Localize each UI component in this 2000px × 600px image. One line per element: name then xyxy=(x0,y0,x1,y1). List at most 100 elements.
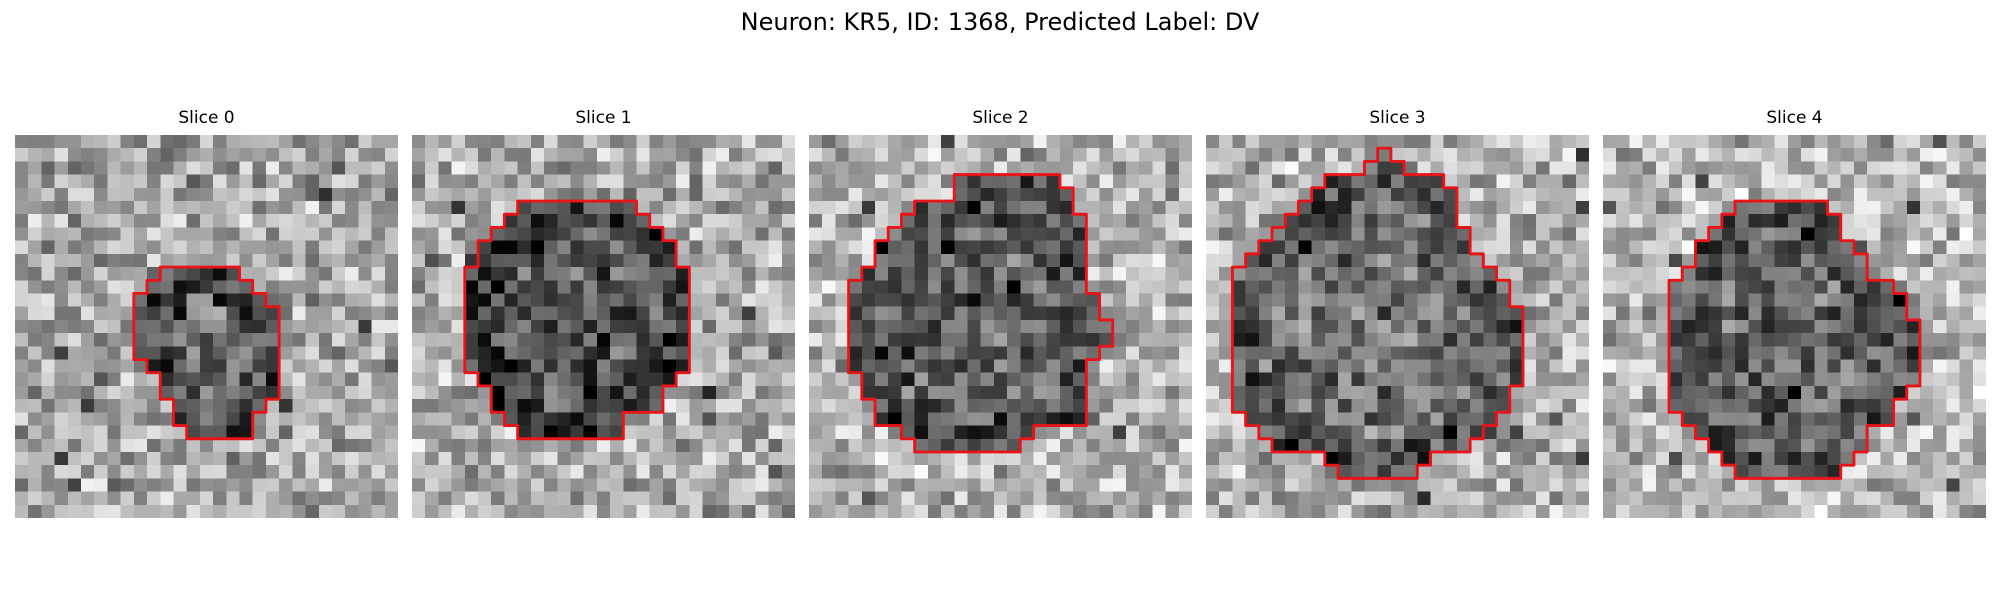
pixel-cell xyxy=(1298,161,1312,175)
pixel-cell xyxy=(67,359,82,373)
pixel-cell xyxy=(676,412,690,426)
pixel-cell xyxy=(980,399,995,413)
pixel-cell xyxy=(1536,451,1550,466)
pixel-cell xyxy=(120,465,135,479)
pixel-cell xyxy=(768,306,783,321)
pixel-cell xyxy=(226,135,240,149)
pixel-cell xyxy=(1893,174,1908,189)
pixel-cell xyxy=(1232,280,1246,294)
pixel-cell xyxy=(1814,293,1828,307)
pixel-cell xyxy=(1046,412,1061,426)
pixel-cell xyxy=(120,267,135,281)
pixel-cell xyxy=(967,161,981,175)
pixel-cell xyxy=(649,359,664,373)
pixel-cell xyxy=(41,372,55,387)
pixel-cell xyxy=(1906,491,1921,506)
pixel-cell xyxy=(1417,491,1431,506)
pixel-cell xyxy=(835,491,849,506)
pixel-cell xyxy=(1456,319,1471,334)
pixel-cell xyxy=(1959,148,1974,162)
pixel-cell xyxy=(425,240,439,255)
pixel-cell xyxy=(186,240,201,255)
pixel-cell xyxy=(147,227,161,241)
pixel-cell xyxy=(186,385,201,400)
pixel-cell xyxy=(1748,372,1762,387)
pixel-cell xyxy=(1033,478,1047,492)
pixel-cell xyxy=(1655,504,1670,518)
pixel-cell xyxy=(438,161,452,175)
pixel-cell xyxy=(1946,504,1960,518)
pixel-cell xyxy=(1165,240,1180,255)
pixel-cell xyxy=(1470,491,1484,506)
pixel-cell xyxy=(1906,451,1921,466)
pixel-cell xyxy=(914,280,929,294)
pixel-cell xyxy=(662,293,677,307)
pixel-cell xyxy=(544,280,558,294)
pixel-cell xyxy=(927,385,942,400)
pixel-cell xyxy=(239,293,253,307)
pixel-cell xyxy=(1178,425,1192,440)
pixel-cell xyxy=(768,280,783,294)
pixel-cell xyxy=(94,253,108,268)
pixel-cell xyxy=(345,201,359,215)
pixel-cell xyxy=(1536,319,1550,334)
pixel-cell xyxy=(689,227,703,241)
pixel-cell xyxy=(292,385,306,400)
pixel-cell xyxy=(1443,187,1458,202)
pixel-cell xyxy=(1206,293,1220,307)
pixel-cell xyxy=(570,306,584,321)
pixel-cell xyxy=(425,478,439,492)
pixel-cell xyxy=(557,227,571,241)
pixel-cell xyxy=(610,293,624,307)
pixel-cell xyxy=(1761,451,1775,466)
pixel-cell xyxy=(662,319,677,334)
pixel-cell xyxy=(835,174,849,189)
pixel-cell xyxy=(1404,372,1418,387)
pixel-cell xyxy=(292,148,306,162)
pixel-cell xyxy=(1721,465,1736,479)
pixel-cell xyxy=(345,438,359,453)
pixel-cell xyxy=(1522,148,1537,162)
pixel-cell xyxy=(305,438,320,453)
pixel-cell xyxy=(1867,346,1881,360)
pixel-cell xyxy=(848,174,863,189)
pixel-cell xyxy=(1443,135,1458,149)
pixel-cell xyxy=(1219,201,1233,215)
pixel-cell xyxy=(147,346,161,360)
pixel-cell xyxy=(213,187,227,202)
pixel-cell xyxy=(1219,451,1233,466)
pixel-cell xyxy=(67,280,82,294)
pixel-cell xyxy=(1509,148,1524,162)
pixel-cell xyxy=(1669,187,1683,202)
pixel-cell xyxy=(1245,425,1260,440)
pixel-cell xyxy=(1840,187,1855,202)
pixel-cell xyxy=(1483,451,1497,466)
pixel-cell xyxy=(54,161,69,175)
pixel-cell xyxy=(199,253,214,268)
pixel-cell xyxy=(1417,412,1431,426)
pixel-cell xyxy=(1575,201,1589,215)
pixel-cell xyxy=(173,478,187,492)
pixel-cell xyxy=(689,333,703,347)
pixel-cell xyxy=(358,280,372,294)
pixel-cell xyxy=(1536,227,1550,241)
pixel-cell xyxy=(861,161,876,175)
pixel-cell xyxy=(292,333,306,347)
pixel-cell xyxy=(1814,425,1828,440)
pixel-cell xyxy=(1443,253,1458,268)
pixel-cell xyxy=(914,412,929,426)
pixel-cell xyxy=(689,306,703,321)
pixel-cell xyxy=(1404,240,1418,255)
pixel-cell xyxy=(676,227,690,241)
pixel-cell xyxy=(1906,148,1921,162)
pixel-cell xyxy=(384,187,398,202)
pixel-cell xyxy=(1919,412,1934,426)
pixel-cell xyxy=(1721,253,1736,268)
pixel-cell xyxy=(81,227,95,241)
pixel-cell xyxy=(967,293,981,307)
pixel-cell xyxy=(412,227,426,241)
pixel-cell xyxy=(120,240,135,255)
pixel-cell xyxy=(1814,438,1828,453)
pixel-cell xyxy=(544,201,558,215)
pixel-cell xyxy=(1509,385,1524,400)
